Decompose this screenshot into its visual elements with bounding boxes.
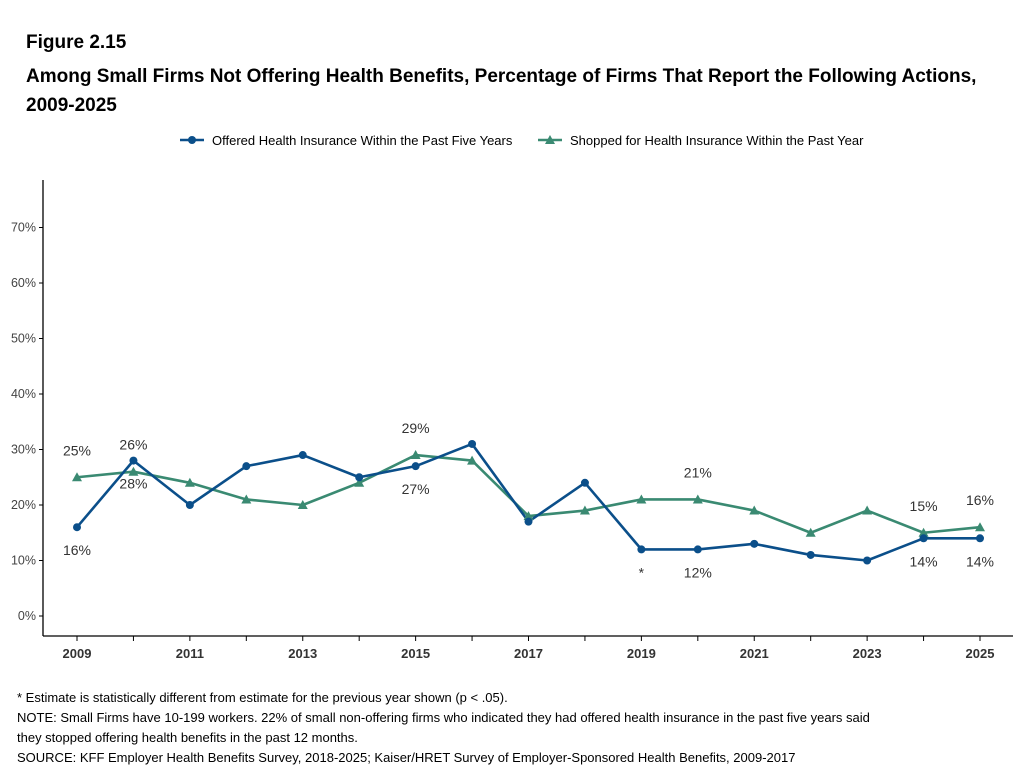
x-tick-label: 2011: [176, 646, 204, 661]
marker-offered-2012: [242, 462, 251, 471]
marker-offered-2018: [580, 478, 589, 487]
data-label: 25%: [63, 442, 91, 458]
marker-shopped-2019: [636, 494, 647, 504]
legend-label: Offered Health Insurance Within the Past…: [212, 133, 513, 148]
figure-label: Figure 2.15: [26, 32, 127, 53]
chart-title: Among Small Firms Not Offering Health Be…: [26, 66, 977, 116]
y-tick-label: 20%: [11, 498, 36, 512]
x-tick-label: 2023: [853, 646, 882, 661]
data-label: 16%: [966, 492, 994, 508]
legend-item-shopped: Shopped for Health Insurance Within the …: [538, 133, 864, 148]
marker-offered-2019: [637, 545, 646, 554]
data-label: 16%: [63, 542, 91, 558]
y-tick-label: 10%: [11, 554, 36, 568]
series-lines: [76, 442, 981, 562]
marker-offered-2017: [524, 517, 533, 526]
data-label: *: [639, 564, 645, 580]
marker-offered-2023: [863, 556, 872, 565]
marker-shopped-2016: [467, 455, 478, 465]
legend: Offered Health Insurance Within the Past…: [180, 133, 864, 148]
x-tick-label: 2019: [627, 646, 656, 661]
x-tick-label: 2009: [63, 646, 92, 661]
marker-shopped-2024: [918, 527, 929, 537]
note-line-2: they stopped offering health benefits in…: [17, 730, 358, 745]
x-tick-label: 2025: [966, 646, 995, 661]
data-label: 28%: [119, 476, 147, 492]
data-label: 14%: [910, 553, 938, 569]
marker-offered-2024: [919, 534, 928, 543]
marker-shopped-2017: [523, 511, 534, 521]
data-label: 15%: [910, 498, 938, 514]
data-label: 29%: [402, 420, 430, 436]
marker-offered-2016: [468, 439, 477, 448]
y-tick-label: 0%: [18, 609, 36, 623]
y-tick-label: 30%: [11, 443, 36, 457]
marker-offered-2020: [693, 545, 702, 554]
legend-marker: [545, 135, 555, 144]
y-tick-label: 60%: [11, 276, 36, 290]
x-tick-label: 2021: [740, 646, 769, 661]
marker-offered-2009: [73, 523, 81, 532]
legend-item-offered: Offered Health Insurance Within the Past…: [180, 133, 513, 148]
data-label: 14%: [966, 553, 994, 569]
y-tick-label: 50%: [11, 332, 36, 346]
marker-shopped-2010: [128, 466, 139, 476]
legend-marker: [188, 136, 196, 144]
note-line-1: NOTE: Small Firms have 10-199 workers. 2…: [17, 710, 870, 725]
line-chart: Offered Health Insurance Within the Past…: [11, 133, 1013, 661]
series-markers: [72, 439, 985, 565]
marker-offered-2013: [298, 451, 307, 460]
x-tick-label: 2013: [288, 646, 317, 661]
marker-shopped-2014: [354, 477, 365, 487]
marker-offered-2014: [355, 473, 364, 482]
marker-shopped-2021: [749, 505, 760, 515]
axes: 0% 10% 20% 30% 40% 50% 60% 70% 2009 2011 2013 2015 2…: [11, 180, 1013, 661]
marker-shopped-2013: [297, 500, 308, 509]
marker-offered-2022: [806, 550, 815, 559]
marker-shopped-2025: [975, 522, 985, 532]
marker-offered-2025: [976, 534, 984, 543]
source-note: SOURCE: KFF Employer Health Benefits Sur…: [17, 750, 796, 765]
legend-label: Shopped for Health Insurance Within the …: [570, 133, 864, 148]
data-label: 26%: [119, 437, 147, 453]
y-tick-label: 70%: [11, 221, 36, 235]
y-tick-label: 40%: [11, 387, 36, 401]
marker-shopped-2009: [72, 472, 82, 482]
marker-shopped-2018: [579, 505, 590, 515]
data-label: 12%: [684, 564, 712, 580]
x-tick-label: 2017: [514, 646, 543, 661]
data-labels: 16% 25% 26% 28% 29% 27% * 21% 12% 15% 14% 16% 14%: [63, 420, 994, 580]
marker-shopped-2015: [410, 450, 421, 460]
x-tick-label: 2015: [401, 646, 430, 661]
asterisk-note: * Estimate is statistically different fr…: [17, 690, 508, 705]
marker-offered-2015: [411, 462, 420, 471]
marker-shopped-2020: [692, 494, 703, 504]
marker-shopped-2012: [241, 494, 252, 504]
marker-offered-2010: [129, 456, 138, 465]
marker-offered-2011: [185, 501, 194, 509]
marker-shopped-2011: [184, 477, 195, 487]
data-label: 21%: [684, 464, 712, 480]
data-label: 27%: [402, 481, 430, 497]
series-line-offered: [76, 442, 980, 562]
marker-shopped-2022: [805, 527, 816, 537]
marker-shopped-2023: [862, 505, 873, 515]
footnotes: * Estimate is statistically different fr…: [17, 688, 1007, 768]
marker-offered-2021: [750, 539, 759, 548]
